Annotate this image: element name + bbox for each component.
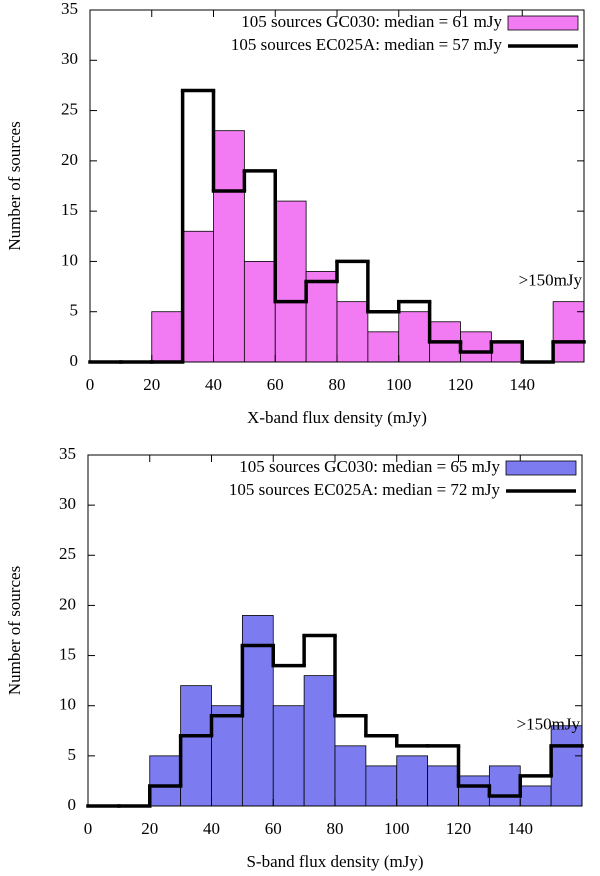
legend-swatch (507, 15, 579, 31)
x-tick-label: 60 (265, 819, 282, 838)
y-tick-label: 35 (59, 444, 76, 463)
legend-swatch (505, 460, 577, 476)
x-tick-label: 40 (205, 375, 222, 394)
bar (398, 311, 431, 363)
annotation: >150mJy (519, 270, 583, 289)
bar (458, 775, 490, 807)
legend-label: 105 sources GC030: median = 61 mJy (241, 12, 502, 31)
bar (305, 271, 338, 363)
bar (151, 311, 184, 363)
bar (180, 685, 212, 807)
y-tick-label: 15 (61, 200, 78, 219)
bar (396, 755, 429, 807)
legend-label: 105 sources EC025A: median = 57 mJy (231, 35, 503, 54)
y-tick-label: 0 (70, 351, 79, 370)
annotation: >150mJy (517, 715, 581, 734)
bar (550, 725, 583, 807)
y-tick-label: 25 (59, 544, 76, 563)
bar (490, 341, 523, 363)
bar (274, 200, 307, 363)
bar (488, 765, 521, 807)
y-tick-label: 20 (61, 150, 78, 169)
y-tick-label: 10 (61, 250, 78, 269)
bar (272, 705, 305, 807)
bar (334, 745, 367, 807)
y-tick-label: 5 (68, 745, 77, 764)
y-axis-label: Number of sources (5, 121, 24, 250)
x-tick-label: 120 (446, 819, 472, 838)
x-tick-label: 140 (510, 375, 536, 394)
bar (211, 705, 243, 807)
bar (427, 765, 459, 807)
bar (182, 230, 214, 363)
bar (367, 331, 400, 363)
y-tick-label: 35 (61, 0, 78, 18)
x-tick-label: 20 (141, 819, 158, 838)
y-tick-label: 30 (61, 49, 78, 68)
bar (552, 301, 585, 363)
y-axis-label: Number of sources (5, 566, 24, 695)
x-tick-label: 40 (203, 819, 220, 838)
x-tick-label: 140 (508, 819, 534, 838)
legend-label: 105 sources GC030: median = 65 mJy (239, 457, 500, 476)
bar (213, 130, 245, 363)
legend-label: 105 sources EC025A: median = 72 mJy (229, 480, 501, 499)
y-tick-label: 30 (59, 494, 76, 513)
x-tick-label: 60 (267, 375, 284, 394)
y-tick-label: 0 (68, 795, 77, 814)
y-tick-label: 10 (59, 695, 76, 714)
bar (365, 765, 398, 807)
x-axis-label: S-band flux density (mJy) (246, 852, 423, 871)
x-tick-label: 20 (143, 375, 160, 394)
x-tick-label: 80 (327, 819, 344, 838)
bar (519, 785, 552, 807)
x-axis-label: X-band flux density (mJy) (247, 408, 427, 427)
x-tick-label: 80 (329, 375, 346, 394)
x-tick-label: 0 (86, 375, 95, 394)
bar (303, 675, 336, 807)
bar (336, 301, 369, 363)
x-tick-label: 100 (384, 819, 410, 838)
bar (460, 331, 492, 363)
x-tick-label: 0 (84, 819, 93, 838)
x-tick-label: 100 (386, 375, 412, 394)
bar (243, 261, 276, 363)
bar (149, 755, 182, 807)
x-tick-label: 120 (448, 375, 474, 394)
y-tick-label: 15 (59, 644, 76, 663)
y-tick-label: 5 (70, 301, 79, 320)
y-tick-label: 20 (59, 594, 76, 613)
y-tick-label: 25 (61, 99, 78, 118)
